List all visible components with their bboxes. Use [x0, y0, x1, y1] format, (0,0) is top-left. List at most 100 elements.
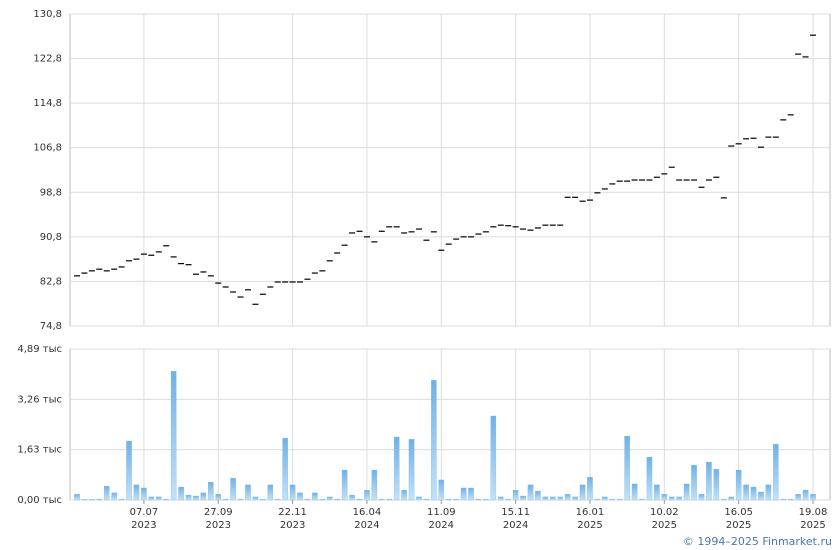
volume-bar: [438, 479, 445, 501]
volume-bar: [319, 498, 326, 501]
y-tick-label: 98,8: [40, 187, 62, 198]
volume-bar: [631, 483, 638, 501]
y-tick-label: 122,8: [33, 54, 62, 65]
x-tick-label: 19.08 2025: [799, 507, 828, 531]
volume-bar: [453, 498, 459, 501]
x-tick-label-line: 19.08: [799, 507, 828, 518]
volume-bar: [624, 435, 630, 501]
y-tick-label: 130,8: [33, 9, 62, 20]
y-tick-label: 90,8: [40, 232, 62, 243]
volume-bar: [356, 498, 363, 501]
y-tick-label: 0,00 тыс: [17, 495, 62, 506]
x-tick-label-line: 10.02: [650, 507, 679, 518]
x-tick-label: 16.05 2025: [724, 507, 753, 531]
volume-bar: [364, 489, 370, 501]
volume-bar: [81, 499, 88, 501]
x-tick-label-line: 2025: [726, 520, 751, 531]
volume-bar: [802, 489, 809, 501]
volume-bar: [460, 487, 467, 501]
volume-bar: [252, 496, 259, 501]
volume-bar: [222, 498, 229, 501]
plot-frame: [69, 13, 831, 327]
volume-bar: [683, 483, 690, 501]
volume-bar: [260, 498, 266, 501]
volume-bar: [200, 492, 207, 501]
volume-bar: [550, 496, 556, 501]
volume-bar: [572, 496, 578, 501]
volume-bar: [431, 380, 437, 501]
volume-bar: [230, 477, 236, 501]
y-tick-label: 82,8: [40, 276, 62, 287]
volume-bar: [520, 495, 526, 501]
y-tick-label: 114,8: [33, 98, 62, 109]
volume-bar: [661, 493, 668, 501]
volume-bar: [126, 440, 132, 501]
volume-bar: [706, 461, 712, 501]
volume-bar: [795, 493, 801, 501]
x-tick-label-line: 16.01: [576, 507, 605, 518]
x-tick-label-line: 2023: [280, 520, 305, 531]
volume-bar: [282, 438, 288, 501]
volume-bar: [609, 498, 616, 501]
volume-bar: [483, 498, 489, 501]
volume-bar: [750, 486, 757, 501]
volume-bar: [735, 469, 742, 501]
volume-bar: [386, 498, 392, 501]
x-tick-label-line: 2023: [131, 520, 156, 531]
volume-bar: [512, 489, 519, 501]
volume-bar: [89, 499, 95, 501]
volume-bar: [505, 498, 511, 501]
volume-bar: [490, 415, 497, 501]
volume-bar: [639, 498, 645, 501]
volume-bar: [170, 371, 177, 501]
y-tick-label: 3,26 тыс: [17, 394, 62, 405]
x-tick-label: 15.11 2024: [501, 507, 530, 531]
x-tick-label: 22.11 2023: [278, 507, 307, 531]
volume-bar: [111, 492, 117, 501]
volume-bar: [103, 485, 110, 501]
x-tick-label-line: 2024: [429, 520, 454, 531]
volume-bar: [96, 498, 103, 501]
volume-bar: [721, 498, 727, 501]
volume-bar: [743, 484, 749, 501]
x-tick-label: 16.04 2024: [353, 507, 382, 531]
volume-bar: [304, 498, 311, 501]
x-tick-label-line: 22.11: [278, 507, 307, 518]
volume-bar: [535, 490, 541, 501]
volume-bar: [765, 484, 772, 501]
x-tick-label-line: 2024: [354, 520, 379, 531]
volume-bar: [564, 493, 571, 501]
volume-bar: [349, 494, 355, 501]
volume-bar: [728, 496, 734, 501]
y-tick-label: 106,8: [33, 143, 62, 154]
volume-bar: [289, 484, 296, 501]
volume-bar: [274, 498, 281, 501]
volume-bar: [713, 468, 720, 501]
volume-bar: [423, 498, 430, 501]
volume-bar: [787, 498, 794, 501]
volume-bar: [163, 498, 169, 501]
volume-bar: [416, 496, 422, 501]
volume-bar: [810, 493, 816, 501]
x-tick-label-line: 2025: [800, 520, 825, 531]
volume-bar: [215, 493, 222, 501]
volume-bar: [178, 486, 184, 501]
copyright: © 1994–2025 Finmarket.ru: [683, 535, 832, 548]
x-tick-label-line: 2025: [577, 520, 602, 531]
x-tick-label-line: 11.09: [427, 507, 456, 518]
volume-bar: [185, 494, 192, 501]
volume-bar: [118, 498, 125, 501]
volume-bar: [691, 464, 697, 501]
volume-bar: [527, 484, 534, 501]
volume-bar: [475, 498, 482, 501]
volume-bar: [327, 496, 333, 501]
y-tick-label: 4,89 тыс: [17, 344, 62, 355]
x-tick-label-line: 2023: [206, 520, 231, 531]
volume-bar: [141, 487, 147, 501]
volume-bar: [654, 484, 660, 501]
x-tick-label-line: 15.11: [501, 507, 530, 518]
volume-bar: [668, 496, 675, 501]
x-tick-label-line: 27.09: [204, 507, 233, 518]
y-tick-label: 1,63 тыс: [17, 445, 62, 456]
